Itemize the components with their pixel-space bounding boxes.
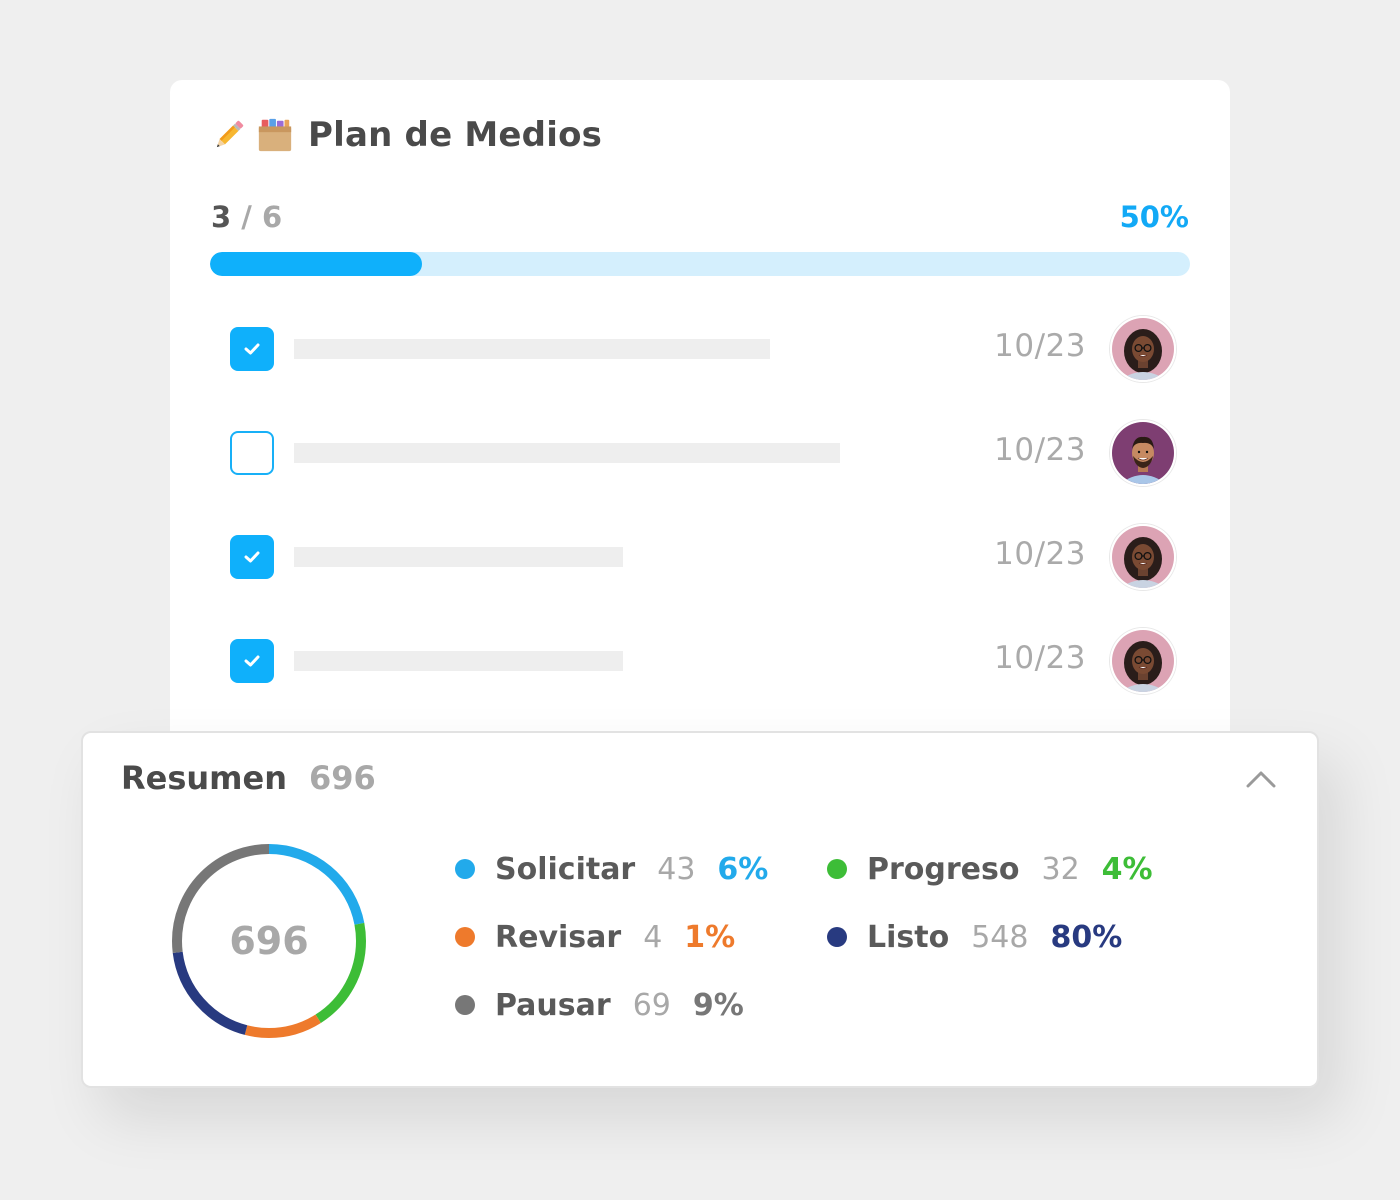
- legend-count: 43: [657, 851, 696, 887]
- task-checkbox-checked[interactable]: [230, 639, 274, 683]
- legend-label: Listo: [867, 919, 950, 955]
- legend-label: Pausar: [495, 987, 611, 1023]
- progress-total: 6: [262, 200, 283, 234]
- legend-count: 69: [632, 987, 671, 1023]
- legend-item-pausar: Pausar 69 9%: [455, 985, 744, 1025]
- task-name-placeholder: [294, 547, 623, 567]
- donut-total: 696: [229, 919, 309, 963]
- legend-count: 548: [971, 919, 1029, 955]
- task-row[interactable]: 10/23: [230, 316, 1176, 382]
- plan-card: Plan de Medios 3 / 6 50% 10/23 10/23 10/23…: [170, 80, 1230, 780]
- legend-percent: 9%: [692, 987, 744, 1023]
- legend-label: Progreso: [867, 851, 1020, 887]
- task-checkbox-checked[interactable]: [230, 535, 274, 579]
- donut-segment-pausar: [172, 844, 366, 1038]
- progress-done: 3: [211, 200, 232, 234]
- man-avatar[interactable]: [1110, 420, 1176, 486]
- legend-dot: [827, 859, 847, 879]
- legend-item-revisar: Revisar 4 1%: [455, 917, 735, 957]
- progress-bar: [210, 252, 1190, 276]
- task-due-date: 10/23: [994, 328, 1086, 364]
- progress-count: 3 / 6: [211, 200, 282, 234]
- summary-panel: Resumen 696 696 Solicitar 43 6% Progreso 32 4…: [81, 731, 1319, 1088]
- task-checkbox[interactable]: [230, 431, 274, 475]
- task-due-date: 10/23: [994, 536, 1086, 572]
- progress-separator: /: [241, 200, 252, 234]
- summary-title: Resumen: [121, 759, 287, 797]
- donut-segment-revisar: [172, 844, 366, 1038]
- legend-percent: 6%: [717, 851, 769, 887]
- checkmark-icon: [244, 551, 260, 563]
- woman-avatar[interactable]: [1110, 524, 1176, 590]
- task-row[interactable]: 10/23: [230, 628, 1176, 694]
- folder-box-icon: [258, 118, 292, 152]
- plan-title-text: Plan de Medios: [308, 115, 603, 155]
- summary-count: 696: [309, 759, 376, 797]
- legend-label: Revisar: [495, 919, 622, 955]
- checkmark-icon: [244, 655, 260, 667]
- legend-dot: [455, 995, 475, 1015]
- donut-segment-progreso: [172, 844, 366, 1038]
- pencil-icon: [216, 120, 244, 148]
- legend-item-progreso: Progreso 32 4%: [827, 849, 1153, 889]
- legend-item-solicitar: Solicitar 43 6%: [455, 849, 768, 889]
- status-donut-chart: 696: [167, 839, 371, 1043]
- progress-percent: 50%: [1119, 200, 1189, 234]
- legend-percent: 4%: [1101, 851, 1153, 887]
- collapse-button[interactable]: [1241, 759, 1281, 799]
- legend-dot: [455, 859, 475, 879]
- task-name-placeholder: [294, 651, 623, 671]
- task-due-date: 10/23: [994, 640, 1086, 676]
- legend-label: Solicitar: [495, 851, 636, 887]
- legend-percent: 80%: [1050, 919, 1123, 955]
- legend-count: 32: [1041, 851, 1080, 887]
- checkmark-icon: [244, 343, 260, 355]
- summary-header: Resumen 696: [121, 759, 376, 797]
- donut-svg: [172, 844, 366, 1038]
- task-due-date: 10/23: [994, 432, 1086, 468]
- chevron-up-icon: [1246, 771, 1276, 788]
- woman-avatar[interactable]: [1110, 628, 1176, 694]
- legend-item-listo: Listo 548 80%: [827, 917, 1122, 957]
- legend-count: 4: [643, 919, 663, 955]
- plan-title: Plan de Medios: [210, 112, 602, 158]
- legend-percent: 1%: [684, 919, 736, 955]
- legend-dot: [455, 927, 475, 947]
- task-checkbox-checked[interactable]: [230, 327, 274, 371]
- task-name-placeholder: [294, 339, 770, 359]
- woman-avatar[interactable]: [1110, 316, 1176, 382]
- task-row[interactable]: 10/23: [230, 420, 1176, 486]
- task-row[interactable]: 10/23: [230, 524, 1176, 590]
- progress-bar-fill: [210, 252, 422, 276]
- legend-dot: [827, 927, 847, 947]
- task-name-placeholder: [294, 443, 840, 463]
